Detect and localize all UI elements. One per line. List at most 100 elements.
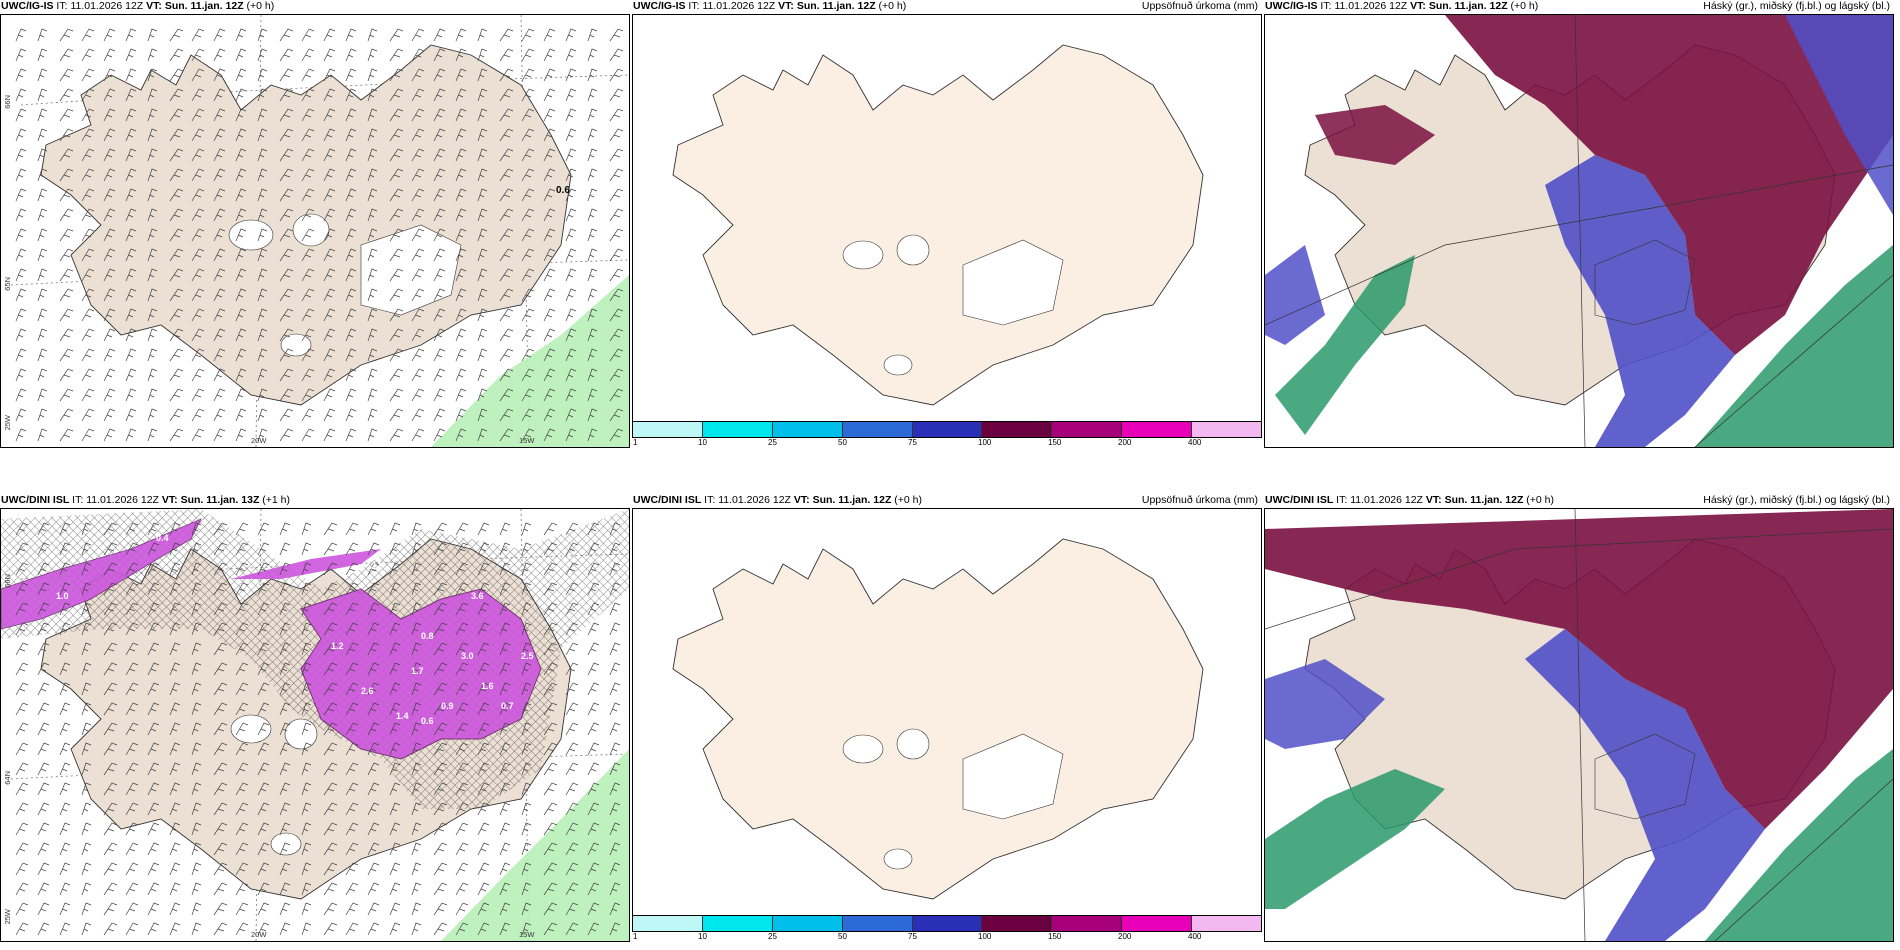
wind-barb — [521, 862, 532, 876]
wind-barb — [587, 128, 598, 142]
wind-barb — [191, 822, 202, 836]
wind-barb — [59, 68, 74, 82]
wind-barb — [191, 368, 205, 382]
wind-barb — [257, 288, 268, 302]
init-time: 11.01.2026 12Z — [1334, 0, 1408, 12]
wind-barb — [147, 722, 160, 736]
green-precip — [431, 275, 629, 447]
map-frame[interactable] — [632, 14, 1262, 430]
lead-time: (+1 h) — [262, 494, 291, 506]
wind-barb — [323, 148, 336, 162]
wind-barb — [389, 328, 404, 342]
wind-barb — [323, 168, 336, 182]
wind-barb — [499, 228, 514, 242]
wind-barb — [213, 348, 226, 362]
wind-barb — [587, 562, 600, 576]
wind-barb — [81, 268, 95, 282]
wind-barb — [499, 168, 514, 182]
wind-barb — [345, 602, 359, 616]
wind-barb — [345, 802, 359, 816]
wind-barb — [345, 782, 359, 796]
lead-time: (+0 h) — [246, 0, 275, 12]
map-frame[interactable]: 0.6 20W 15W 66N 65N 25W — [0, 14, 630, 448]
wind-barb — [367, 762, 380, 776]
wind-barb — [257, 862, 270, 876]
wind-barb — [147, 348, 158, 362]
glacier-outline — [1594, 239, 1696, 326]
wind-barb — [345, 68, 357, 82]
wind-barb — [565, 662, 579, 676]
wind-barb — [81, 288, 95, 302]
wind-barb — [125, 48, 137, 62]
wind-barb — [37, 702, 50, 716]
wind-barb — [433, 902, 448, 916]
wind-barb — [411, 582, 422, 596]
wind-barb — [433, 642, 448, 656]
wind-barb — [345, 822, 359, 836]
wind-barb — [499, 308, 514, 322]
wind-barb — [301, 622, 312, 636]
wind-barb — [103, 902, 118, 916]
wind-barb — [301, 168, 315, 182]
wind-barb — [103, 108, 116, 122]
colorbar-label: 75 — [908, 438, 917, 447]
wind-barb — [59, 802, 71, 816]
wind-barb — [103, 862, 118, 876]
wind-barb — [433, 762, 448, 776]
wind-barb — [37, 288, 48, 302]
wind-barb — [323, 188, 336, 202]
wind-barb — [477, 48, 488, 62]
wind-barb — [367, 662, 380, 676]
wind-barb — [411, 802, 422, 816]
wind-barb — [125, 88, 137, 102]
wind-barb — [455, 602, 469, 616]
wind-barb — [235, 702, 249, 716]
wind-barb — [169, 722, 181, 736]
wind-barb — [103, 308, 116, 322]
wind-barb — [587, 408, 598, 422]
wind-barb — [499, 148, 514, 162]
lat-label-66n: 66N — [3, 95, 12, 109]
wind-barb — [257, 762, 270, 776]
wind-barb — [301, 348, 315, 362]
wind-barb — [147, 842, 160, 856]
wind-barb — [367, 542, 380, 556]
wind-barb — [147, 762, 160, 776]
wind-barb — [389, 408, 404, 422]
wind-barb — [169, 88, 184, 102]
wind-barb — [103, 368, 116, 382]
wind-barb — [125, 862, 139, 876]
wind-barb — [147, 562, 160, 576]
wind-barb — [37, 822, 50, 836]
wind-barb — [59, 88, 74, 102]
wind-barb — [59, 882, 71, 896]
map-frame[interactable] — [1264, 14, 1894, 448]
wind-barb — [455, 188, 467, 202]
precip-value-label: 0.4 — [156, 533, 169, 543]
map-frame[interactable] — [1264, 508, 1894, 942]
wind-barb — [455, 542, 469, 556]
wind-barb — [125, 128, 137, 142]
wind-barb — [323, 108, 336, 122]
wind-barb — [521, 722, 532, 736]
wind-barb — [213, 622, 228, 636]
high-cloud-west — [1315, 105, 1435, 165]
wind-barb — [433, 742, 448, 756]
map-frame[interactable]: 0.4 1.0 2.8 3.6 1.2 2.6 0.6 1.6 3.0 0.8 1.4 2.5 0.7 0… — [0, 508, 630, 942]
wind-barb — [191, 862, 202, 876]
wind-barb — [499, 208, 514, 222]
wind-barb — [103, 428, 116, 442]
wind-barb — [411, 782, 422, 796]
wind-barb — [477, 922, 490, 936]
wind-barb — [37, 902, 50, 916]
wind-barb — [279, 268, 294, 282]
wind-barb — [367, 622, 380, 636]
wind-barb — [433, 208, 446, 222]
wind-barb — [279, 622, 291, 636]
panel-title: UWC/DINI ISL IT: 11.01.2026 12Z VT: Sun.… — [1265, 494, 1554, 507]
colorbar-label: 1 — [633, 932, 638, 941]
wind-barb — [81, 642, 92, 656]
wind-barb — [15, 842, 29, 856]
wind-barb — [367, 522, 380, 536]
map-frame[interactable] — [632, 508, 1262, 924]
